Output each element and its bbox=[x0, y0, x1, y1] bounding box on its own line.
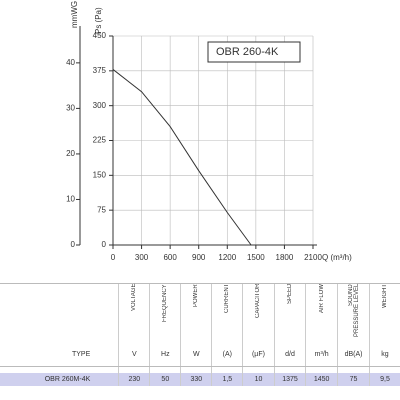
y-tick-label: 150 bbox=[93, 170, 107, 179]
table-cell: V bbox=[118, 342, 150, 367]
table-cell: dB(A) bbox=[337, 342, 370, 367]
x-tick-label: 0 bbox=[111, 253, 116, 262]
x-tick-label: 1200 bbox=[218, 253, 236, 262]
x-axis-title: Q (m³/h) bbox=[322, 253, 352, 262]
table-cell bbox=[118, 366, 150, 373]
table-row: VOLTAGE FREQUENCY POWER CURRENT CAPACITOR SPE… bbox=[0, 283, 400, 342]
x-tick-label: 1800 bbox=[276, 253, 294, 262]
table-row bbox=[0, 366, 400, 373]
y-tick-label: 300 bbox=[93, 101, 107, 110]
header-text: CAPACITOR bbox=[255, 284, 262, 319]
y-axis-title: Ps (Pa) bbox=[94, 7, 103, 34]
curve bbox=[112, 69, 252, 246]
y-tick-label: 75 bbox=[97, 205, 106, 214]
header-text: SPEED bbox=[286, 284, 293, 305]
table-cell: W bbox=[180, 342, 212, 367]
legend-box bbox=[207, 41, 301, 63]
table-cell: kg bbox=[369, 342, 400, 367]
legend-text: OBR 260-4K bbox=[216, 46, 279, 58]
y-tick-label: 225 bbox=[93, 136, 107, 145]
y2-tick-label: 40 bbox=[66, 58, 75, 67]
header-text: CURRENT bbox=[224, 284, 231, 314]
y-tick-label: 450 bbox=[93, 31, 107, 40]
table-cell: SOUND PRESSURE LEVEL bbox=[337, 283, 370, 342]
table-row: TYPE V Hz W (A) (µF) d/d m³/h dB(A) kg bbox=[0, 342, 400, 367]
table-cell: SPEED bbox=[273, 283, 306, 342]
table-cell: Hz bbox=[149, 342, 181, 367]
header-text: SOUND PRESSURE LEVEL bbox=[347, 284, 360, 338]
table-cell: 230 bbox=[118, 373, 150, 386]
spec-table: VOLTAGE FREQUENCY POWER CURRENT CAPACITOR SPE… bbox=[0, 283, 400, 386]
x-tick-label: 900 bbox=[192, 253, 206, 262]
table-row: OBR 260M-4K 230 50 330 1,5 10 1375 1450 75 9,5 bbox=[0, 373, 400, 386]
header-text: FREQUENCY bbox=[162, 284, 169, 322]
table-cell: 1450 bbox=[305, 373, 338, 386]
table-cell bbox=[337, 366, 370, 373]
table-cell: 9,5 bbox=[369, 373, 400, 386]
y-tick-label: 0 bbox=[102, 240, 107, 249]
y2-tick-label: 30 bbox=[66, 104, 75, 113]
table-cell: 10 bbox=[242, 373, 275, 386]
header-text: AIR FLOW bbox=[318, 284, 325, 314]
table-cell: d/d bbox=[273, 342, 306, 367]
table-cell bbox=[211, 366, 243, 373]
table-cell: WEIGHT bbox=[369, 283, 400, 342]
table-cell: (A) bbox=[211, 342, 243, 367]
table-cell: VOLTAGE bbox=[118, 283, 150, 342]
table-cell bbox=[0, 283, 119, 342]
table-cell: OBR 260M-4K bbox=[0, 373, 119, 386]
table-cell: CURRENT bbox=[211, 283, 243, 342]
y-tick-label: 375 bbox=[93, 66, 107, 75]
y2-axis-title: mmWG bbox=[70, 1, 79, 28]
x-tick-label: 300 bbox=[135, 253, 149, 262]
table-cell bbox=[305, 366, 338, 373]
table-cell: 1,5 bbox=[211, 373, 243, 386]
header-text: WEIGHT bbox=[382, 284, 388, 308]
table-cell: TYPE bbox=[0, 342, 119, 367]
table-cell: POWER bbox=[180, 283, 212, 342]
header-text: VOLTAGE bbox=[131, 284, 138, 312]
x-tick-label: 1500 bbox=[247, 253, 265, 262]
table-cell bbox=[242, 366, 275, 373]
table-cell: AIR FLOW bbox=[305, 283, 338, 342]
table-cell bbox=[369, 366, 400, 373]
table-cell bbox=[273, 366, 306, 373]
table-cell: FREQUENCY bbox=[149, 283, 181, 342]
y2-tick-label: 20 bbox=[66, 149, 75, 158]
table-cell: m³/h bbox=[305, 342, 338, 367]
table-cell: CAPACITOR bbox=[242, 283, 275, 342]
table-cell: 75 bbox=[337, 373, 370, 386]
x-tick-label: 2100 bbox=[304, 253, 322, 262]
table-cell: 1375 bbox=[273, 373, 306, 386]
header-text: POWER bbox=[193, 284, 200, 307]
table-cell bbox=[180, 366, 212, 373]
chart: OBR 260-4K 0 75 150 225 300 375 450 0 10 20 30 40 0 3… bbox=[66, 1, 352, 262]
y2-tick-label: 0 bbox=[71, 240, 76, 249]
table-cell bbox=[149, 366, 181, 373]
table-cell: 50 bbox=[149, 373, 181, 386]
table-cell: 330 bbox=[180, 373, 212, 386]
table-cell: (µF) bbox=[242, 342, 275, 367]
x-tick-label: 600 bbox=[163, 253, 177, 262]
y2-tick-label: 10 bbox=[66, 195, 75, 204]
